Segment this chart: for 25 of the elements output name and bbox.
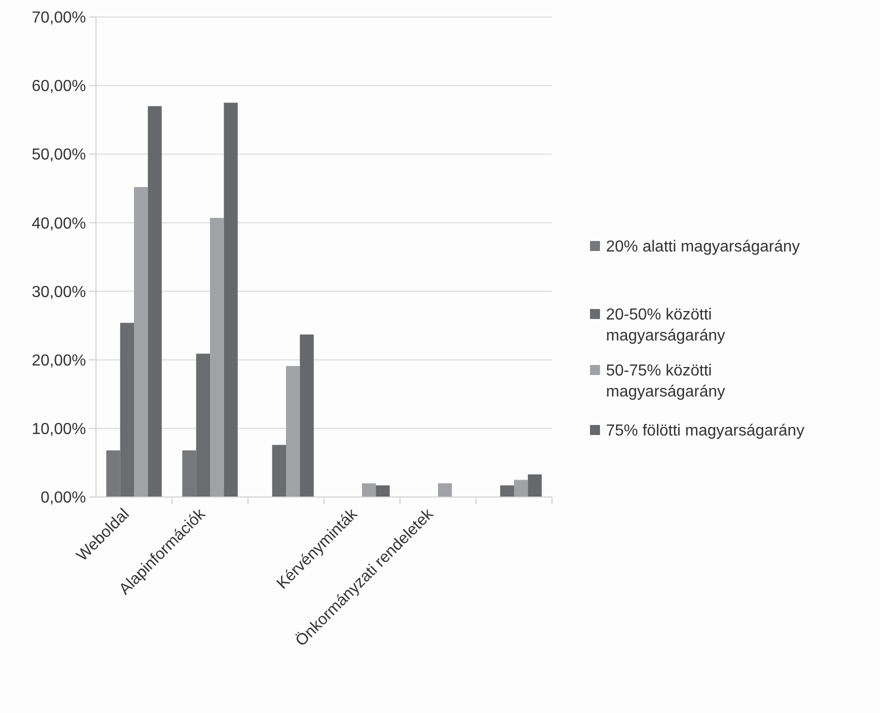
bar bbox=[286, 366, 300, 497]
bar bbox=[438, 483, 452, 497]
bar bbox=[148, 106, 162, 497]
y-tick-label: 70,00% bbox=[32, 10, 86, 27]
legend-label: 50-75% közötti magyarságarány bbox=[606, 362, 726, 400]
bar bbox=[500, 485, 514, 497]
legend-label: 20-50% közötti magyarságarány bbox=[606, 306, 726, 344]
bar bbox=[514, 480, 528, 497]
bar bbox=[528, 474, 542, 497]
bar bbox=[300, 334, 314, 497]
legend-label: 20% alatti magyarságarány bbox=[606, 238, 800, 256]
bar bbox=[210, 218, 224, 497]
bar bbox=[272, 444, 286, 497]
y-tick-label: 10,00% bbox=[32, 421, 86, 438]
bar bbox=[362, 483, 376, 497]
legend-label: 75% fölötti magyarságarány bbox=[606, 422, 804, 440]
y-tick-label: 50,00% bbox=[32, 146, 86, 164]
y-tick-label: 30,00% bbox=[32, 284, 86, 301]
bar bbox=[376, 485, 390, 497]
y-tick-label: 60,00% bbox=[32, 78, 86, 96]
y-tick-label: 0,00% bbox=[40, 490, 86, 507]
y-tick-label: 20,00% bbox=[32, 352, 86, 370]
y-tick-label: 40,00% bbox=[32, 215, 86, 232]
bar bbox=[134, 187, 148, 497]
bar bbox=[224, 102, 238, 497]
